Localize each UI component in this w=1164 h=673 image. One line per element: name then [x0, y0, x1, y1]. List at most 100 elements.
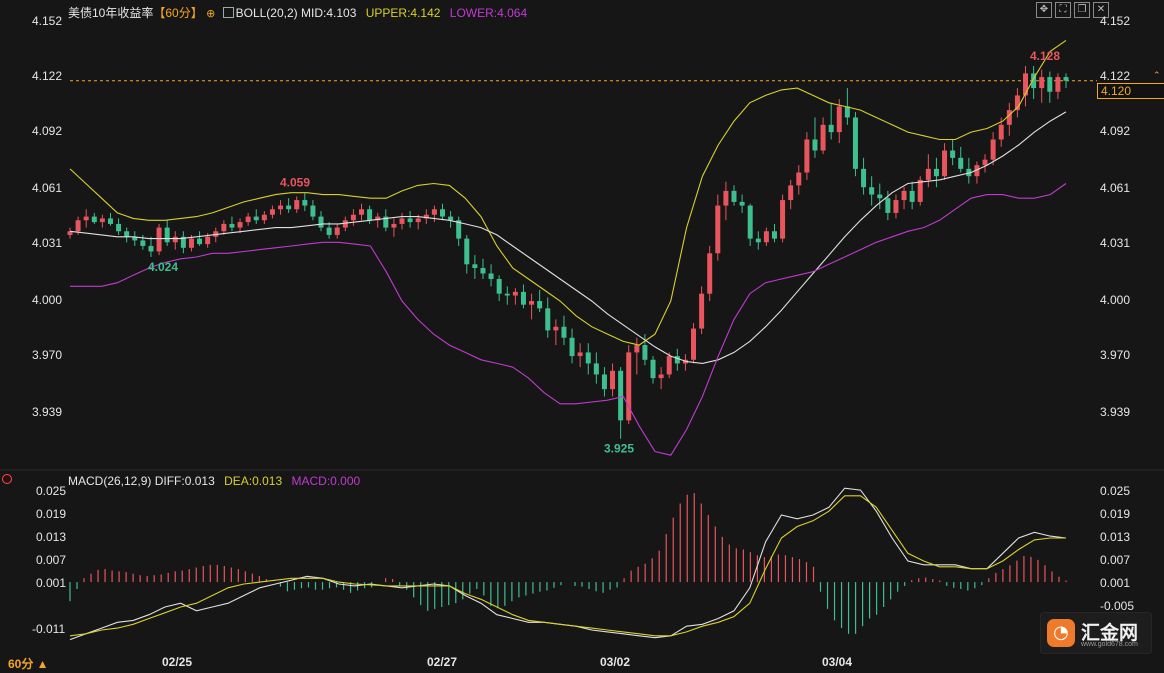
candle-down [585, 352, 591, 364]
candle-up [974, 165, 980, 177]
macd-y-tick-right: -0.005 [1100, 599, 1135, 613]
macd-label: MACD(26,12,9) [68, 474, 152, 488]
candle-up [699, 293, 705, 329]
candle-up [512, 291, 518, 296]
boll-label: BOLL(20,2) [235, 6, 298, 20]
candle-up [610, 370, 616, 390]
candle-down [310, 205, 316, 217]
candle-up [75, 220, 81, 232]
close-icon[interactable]: ✕ [1093, 2, 1109, 18]
candle-down [950, 150, 956, 158]
candle-down [132, 236, 138, 241]
candle-up [788, 185, 794, 201]
x-tick-03-04: 03/04 [822, 655, 853, 669]
candle-up [359, 209, 365, 215]
candle-down [124, 231, 130, 237]
candle-up [1006, 110, 1012, 125]
indicator-settings-icon[interactable]: ⊕ [206, 7, 216, 20]
candle-down [933, 168, 939, 177]
macd-dea-value: DEA:0.013 [224, 474, 283, 488]
price-pane: 4.059 4.024 3.925 4.128 [67, 39, 1097, 456]
macd-y-tick-left: 0.001 [36, 576, 67, 590]
macd-y-tick-left: 0.013 [36, 530, 67, 544]
boll-mid-line [69, 111, 1067, 364]
candle-up [269, 209, 275, 215]
candle-up [294, 200, 300, 210]
macd-y-tick-left: 0.025 [36, 484, 67, 498]
candle-up [577, 352, 583, 357]
candle-up [261, 214, 267, 221]
candle-down [448, 216, 454, 221]
macd-y-tick-left: -0.011 [32, 622, 66, 636]
candle-down [253, 216, 259, 221]
candle-down [180, 236, 186, 248]
candle-down [1063, 77, 1069, 81]
annotation-low-1: 4.024 [148, 260, 178, 274]
boll-lower-value: LOWER:4.064 [449, 6, 528, 20]
candle-down [747, 205, 753, 239]
candle-up [901, 190, 907, 201]
candle-down [229, 223, 235, 228]
candle-up [634, 345, 640, 353]
expand-icon[interactable]: ⛶ [1055, 2, 1071, 18]
candle-down [958, 157, 964, 169]
candle-down [545, 308, 551, 331]
restore-icon[interactable]: ❐ [1074, 2, 1090, 18]
price-y-tick-right: 4.031 [1100, 236, 1131, 251]
candle-down [318, 216, 324, 228]
candle-down [642, 345, 648, 360]
candle-up [205, 236, 211, 245]
candle-up [342, 220, 348, 228]
price-y-tick-right: 3.970 [1100, 348, 1131, 363]
boll-icon[interactable] [222, 7, 234, 18]
candle-down [885, 198, 891, 213]
interval-toggle[interactable]: 60分 ▲ [8, 657, 49, 671]
macd-hist-value: MACD:0.000 [291, 474, 361, 488]
macd-header: MACD(26,12,9) DIFF:0.013 DEA:0.013 MACD:… [68, 474, 360, 488]
candle-down [618, 370, 624, 421]
macd-pane [69, 487, 1067, 641]
price-y-tick-left: 4.092 [32, 124, 63, 139]
annotation-high-1: 4.059 [280, 176, 310, 190]
indicator-toggle-icon[interactable] [2, 474, 12, 484]
candle-down [674, 356, 680, 364]
candle-up [1023, 73, 1029, 96]
candle-down [771, 231, 777, 239]
candle-up [156, 227, 162, 252]
x-tick-03-02: 03/02 [600, 655, 631, 669]
candle-up [780, 200, 786, 239]
candle-down [844, 106, 850, 118]
price-marker-icon: ⌃ [1153, 70, 1161, 80]
price-y-tick-right: 3.939 [1100, 405, 1131, 419]
price-y-tick-left: 3.970 [32, 348, 63, 363]
candle-down [286, 205, 292, 210]
candle-down [569, 337, 575, 357]
candle-up [925, 168, 931, 180]
candle-down [828, 124, 834, 133]
candle-down [107, 218, 113, 224]
annotation-high-2: 4.128 [1030, 49, 1060, 63]
candle-down [1047, 77, 1053, 92]
candle-up [942, 150, 948, 177]
macd-y-tick-left: 0.007 [36, 553, 67, 567]
chart-header: 美债10年收益率【60分】 ⊕ BOLL(20,2) MID:4.103 UPP… [68, 4, 527, 21]
candle-up [350, 214, 356, 221]
candle-down [480, 267, 486, 274]
logo-name: 汇金网 [1081, 622, 1139, 644]
candle-down [755, 238, 761, 243]
interval-label[interactable]: 【60分】 [153, 6, 203, 20]
candle-up [715, 205, 721, 254]
candle-up [893, 200, 899, 213]
candle-down [601, 374, 607, 390]
candle-up [334, 227, 340, 235]
candle-down [472, 264, 478, 268]
candle-up [804, 139, 810, 173]
candle-up [83, 216, 89, 221]
crosshair-icon[interactable]: ✥ [1036, 2, 1052, 18]
candle-up [723, 190, 729, 206]
candle-down [302, 200, 308, 206]
candle-up [67, 231, 73, 235]
candle-up [836, 106, 842, 133]
